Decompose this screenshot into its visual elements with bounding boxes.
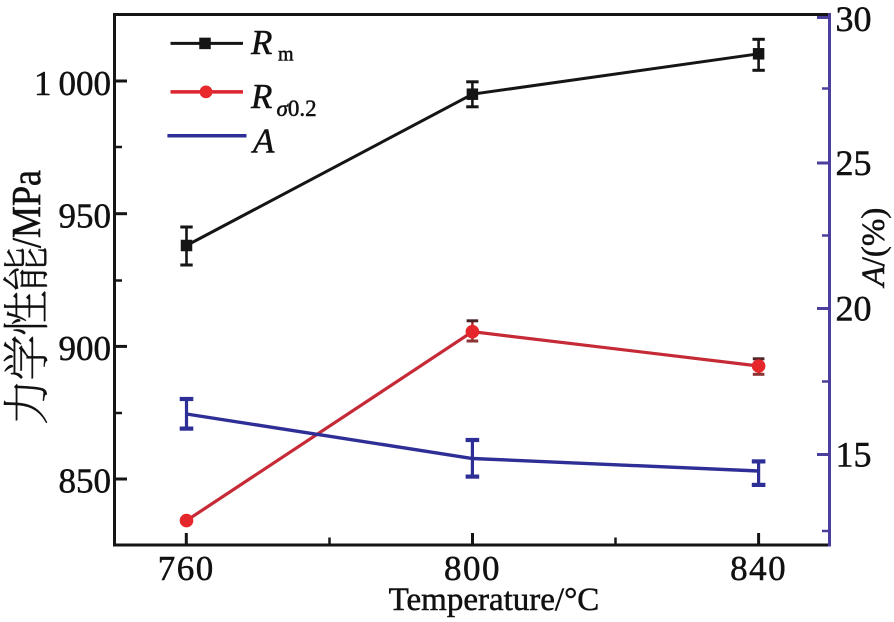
svg-text:σ0.2: σ0.2 <box>277 96 317 121</box>
svg-text:760: 760 <box>158 549 215 588</box>
svg-text:15: 15 <box>836 435 872 475</box>
svg-text:850: 850 <box>59 462 112 501</box>
svg-text:m: m <box>278 44 294 66</box>
svg-text:950: 950 <box>59 197 112 236</box>
svg-text:25: 25 <box>836 143 872 183</box>
svg-text:30: 30 <box>836 0 872 39</box>
svg-text:800: 800 <box>444 549 501 588</box>
svg-text:1 000: 1 000 <box>34 64 111 103</box>
svg-text:Temperature/°C: Temperature/°C <box>389 582 600 618</box>
svg-text:20: 20 <box>836 289 872 329</box>
svg-text:A/(%): A/(%) <box>856 208 892 289</box>
svg-text:R: R <box>250 77 272 116</box>
svg-text:A: A <box>251 122 275 161</box>
svg-text:/MPa: /MPa <box>4 170 50 248</box>
svg-text:840: 840 <box>730 549 787 588</box>
svg-text:900: 900 <box>59 329 112 368</box>
svg-text:R: R <box>250 23 272 62</box>
